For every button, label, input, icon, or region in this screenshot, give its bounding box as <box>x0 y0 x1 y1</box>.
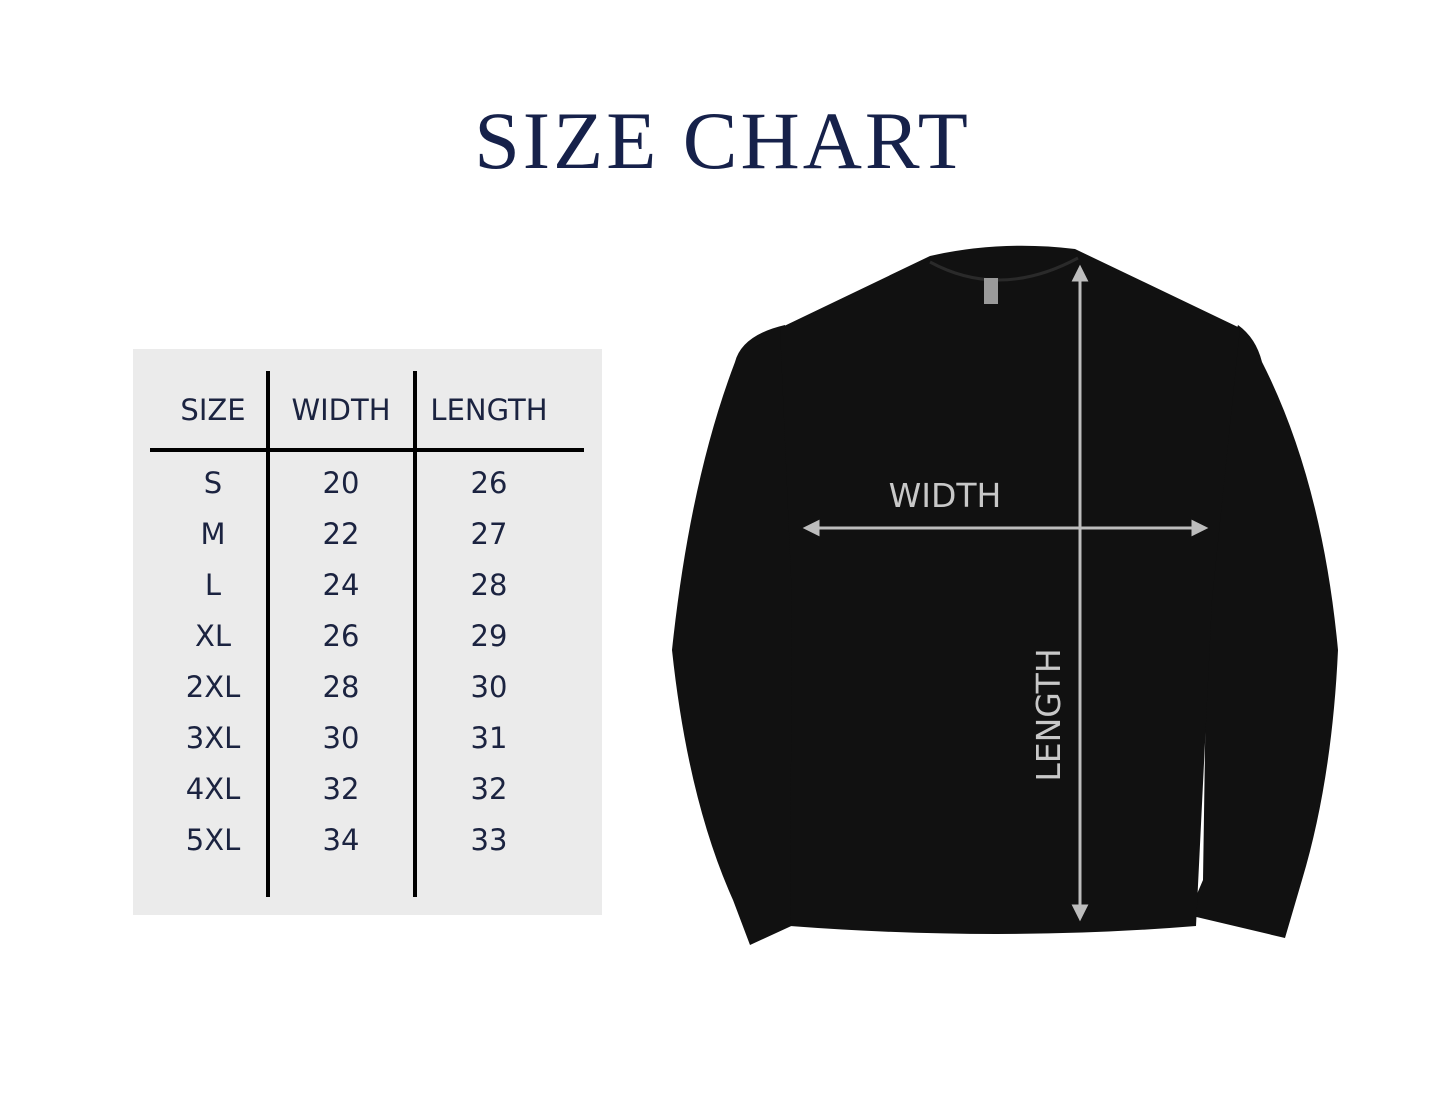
left-sleeve <box>672 325 800 945</box>
table-cell: 4XL <box>185 772 241 806</box>
header-divider <box>150 448 584 452</box>
length-arrow-head-top <box>1071 264 1089 282</box>
column-header: SIZE <box>180 393 246 427</box>
length-label: LENGTH <box>1029 648 1068 781</box>
table-cell: 5XL <box>185 823 241 857</box>
column-divider <box>413 371 417 897</box>
right-sleeve <box>1188 325 1338 938</box>
table-cell: 34 <box>322 823 360 857</box>
table-cell: 26 <box>470 466 508 500</box>
table-cell: 26 <box>322 619 360 653</box>
table-cell: S <box>203 466 223 500</box>
table-cell: 28 <box>322 670 360 704</box>
table-cell: 32 <box>322 772 360 806</box>
width-arrow-head-right <box>1191 519 1209 537</box>
table-cell: 33 <box>470 823 508 857</box>
table-cell: 22 <box>322 517 360 551</box>
length-arrow-head-bottom <box>1071 904 1089 922</box>
gildan-tag <box>984 278 998 304</box>
table-cell: 2XL <box>185 670 241 704</box>
table-cell: 3XL <box>185 721 241 755</box>
table-cell: 30 <box>322 721 360 755</box>
sweatshirt-image <box>672 245 1338 945</box>
width-label: WIDTH <box>889 476 1002 515</box>
table-cell: 31 <box>470 721 508 755</box>
table-cell: 20 <box>322 466 360 500</box>
column-header: WIDTH <box>291 393 391 427</box>
page-title: SIZE CHART <box>474 95 971 186</box>
table-cell: 28 <box>470 568 508 602</box>
table-cell: L <box>204 568 222 602</box>
table-cell: 29 <box>470 619 508 653</box>
table-cell: 32 <box>470 772 508 806</box>
collar-seam <box>929 256 1079 282</box>
table-cell: 24 <box>322 568 360 602</box>
table-cell: 30 <box>470 670 508 704</box>
table-cell: M <box>200 517 226 551</box>
table-cell: XL <box>194 619 232 653</box>
column-header: LENGTH <box>430 393 548 427</box>
width-arrow-head-left <box>802 519 820 537</box>
table-cell: 27 <box>470 517 508 551</box>
body <box>780 245 1240 934</box>
column-divider <box>266 371 270 897</box>
size-table <box>133 349 602 915</box>
